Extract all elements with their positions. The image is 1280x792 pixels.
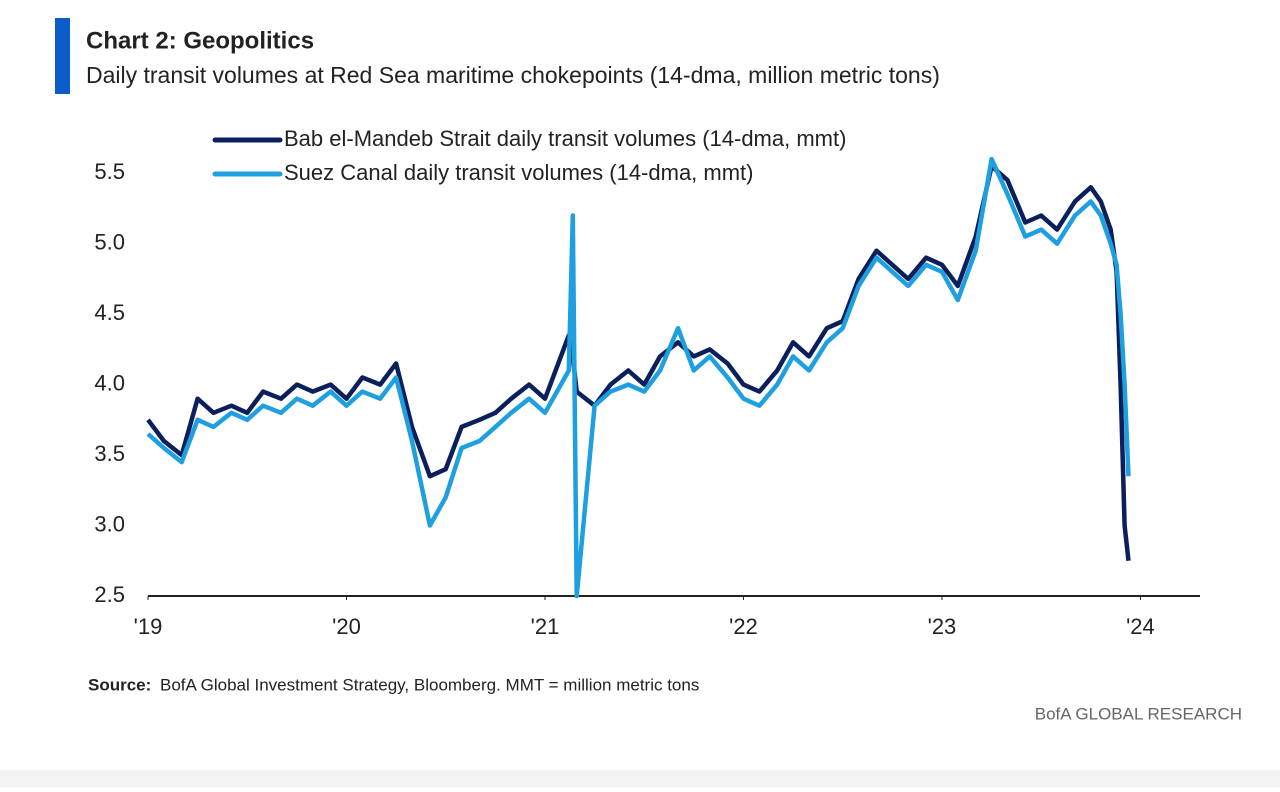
legend-label: Bab el-Mandeb Strait daily transit volum… (284, 126, 846, 151)
y-tick-label: 5.5 (94, 159, 125, 184)
x-tick-label: '24 (1126, 614, 1155, 639)
x-tick-label: '21 (531, 614, 560, 639)
x-tick-label: '20 (332, 614, 361, 639)
source-label: Source: (88, 675, 151, 694)
series-line (146, 163, 1131, 562)
chart-subtitle: Daily transit volumes at Red Sea maritim… (86, 62, 940, 88)
x-tick-label: '22 (729, 614, 758, 639)
series-line (146, 156, 1131, 599)
x-tick-label: '19 (134, 614, 163, 639)
y-tick-label: 4.5 (94, 300, 125, 325)
footer-band (0, 770, 1280, 787)
accent-bar (55, 18, 70, 94)
y-tick-label: 2.5 (94, 582, 125, 607)
y-tick-label: 3.0 (94, 511, 125, 536)
source: BofA Global Investment Strategy, Bloombe… (160, 675, 699, 694)
y-tick-label: 3.5 (94, 441, 125, 466)
x-tick-label: '23 (928, 614, 957, 639)
brand: BofA GLOBAL RESEARCH (1035, 704, 1242, 723)
y-tick-label: 5.0 (94, 229, 125, 254)
y-tick-label: 4.0 (94, 370, 125, 395)
legend-label: Suez Canal daily transit volumes (14-dma… (284, 160, 754, 185)
chart-title: Chart 2: Geopolitics (86, 27, 314, 54)
